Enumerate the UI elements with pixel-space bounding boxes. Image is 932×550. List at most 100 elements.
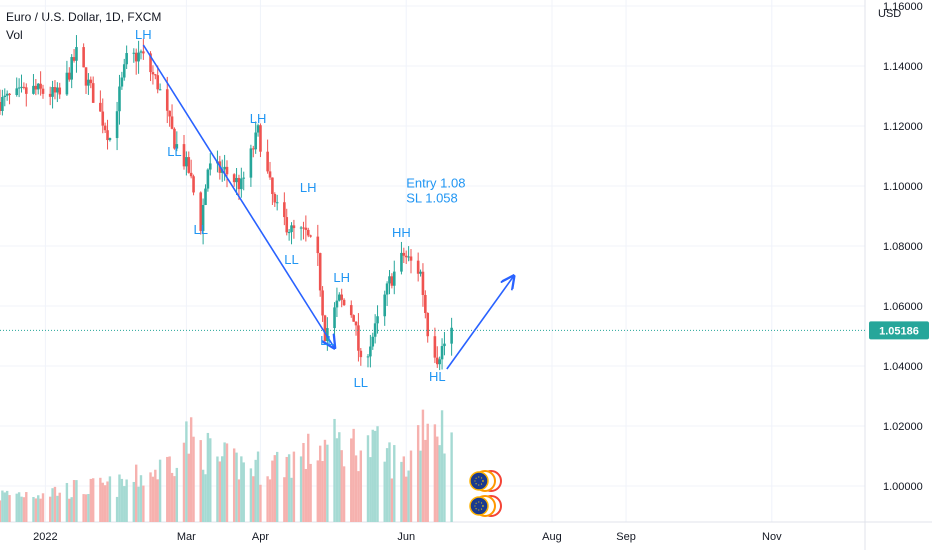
volume-bar bbox=[39, 498, 42, 522]
structure-label: HH bbox=[392, 225, 411, 240]
candle bbox=[309, 235, 312, 237]
volume-bar bbox=[82, 494, 85, 522]
volume-bar bbox=[22, 497, 26, 522]
volume-bar bbox=[390, 478, 394, 522]
candle bbox=[189, 172, 193, 177]
volume-bar bbox=[58, 492, 61, 522]
volume-bar bbox=[304, 468, 308, 522]
volume-bar bbox=[402, 456, 406, 522]
volume-bar bbox=[5, 490, 9, 522]
volume-bar bbox=[87, 494, 90, 522]
volume-bar bbox=[120, 478, 124, 522]
candle bbox=[56, 87, 59, 93]
volume-bar bbox=[393, 445, 396, 522]
volume-bar bbox=[101, 482, 104, 522]
candle bbox=[424, 294, 427, 313]
volume-bar bbox=[154, 469, 157, 522]
candle bbox=[354, 321, 358, 326]
volume-bar bbox=[283, 477, 286, 522]
volume-bar bbox=[433, 424, 437, 522]
x-tick-label: Aug bbox=[542, 531, 562, 543]
candle bbox=[404, 255, 408, 258]
candle bbox=[106, 130, 109, 141]
structure-label: LH bbox=[333, 270, 350, 285]
candle bbox=[335, 300, 339, 308]
volume-bar bbox=[137, 486, 140, 522]
volume-bar bbox=[199, 440, 202, 522]
volume-bar bbox=[292, 451, 296, 522]
x-tick-label: Nov bbox=[762, 531, 782, 543]
volume-bar bbox=[249, 468, 253, 522]
candle bbox=[158, 89, 162, 91]
volume-bar bbox=[373, 430, 377, 522]
volume-bar bbox=[400, 461, 403, 522]
volume-bar bbox=[206, 432, 210, 522]
volume-bar bbox=[192, 436, 195, 522]
candle bbox=[407, 256, 410, 258]
volume-bar bbox=[354, 455, 358, 522]
volume-bar bbox=[366, 435, 370, 522]
candle bbox=[125, 53, 128, 65]
structure-label: LL bbox=[284, 252, 298, 267]
volume-bar bbox=[103, 485, 107, 522]
candle bbox=[275, 202, 279, 204]
volume-bar bbox=[371, 429, 374, 522]
candle bbox=[5, 93, 9, 96]
candle bbox=[115, 111, 119, 139]
volume-bar bbox=[424, 439, 427, 522]
volume-bar bbox=[256, 451, 260, 522]
candle bbox=[400, 252, 403, 272]
volume-bar bbox=[318, 445, 322, 522]
eu-stars-icon bbox=[474, 476, 484, 486]
candle bbox=[3, 95, 7, 98]
candle bbox=[273, 194, 277, 203]
structure-label: LL bbox=[193, 222, 207, 237]
volume-bar bbox=[185, 421, 188, 522]
candle bbox=[419, 271, 422, 274]
candle bbox=[440, 346, 444, 360]
volume-bar bbox=[17, 492, 21, 522]
candle bbox=[435, 357, 439, 365]
volume-bar bbox=[302, 442, 305, 522]
y-tick-label: 1.10000 bbox=[883, 181, 923, 193]
volume-bar bbox=[15, 493, 18, 522]
volume-bar bbox=[323, 439, 327, 522]
volume-bar bbox=[168, 456, 171, 522]
candle bbox=[134, 52, 138, 62]
volume-bar bbox=[1, 490, 4, 522]
volume-bar bbox=[252, 476, 255, 522]
volume-bar bbox=[316, 460, 320, 522]
candle bbox=[235, 177, 238, 183]
candle bbox=[251, 148, 255, 150]
candle bbox=[304, 227, 308, 230]
structure-label: LH bbox=[250, 111, 267, 126]
candle bbox=[225, 166, 229, 175]
candle bbox=[409, 256, 413, 261]
symbol-title: Euro / U.S. Dollar, 1D, FXCM bbox=[6, 10, 162, 24]
volume-bar bbox=[266, 476, 269, 522]
candle bbox=[421, 271, 425, 295]
x-tick-label: Apr bbox=[252, 531, 269, 543]
volume-bar bbox=[84, 494, 88, 522]
candle bbox=[22, 86, 26, 88]
candle bbox=[299, 227, 303, 229]
volume-bar bbox=[68, 498, 71, 522]
volume-bar bbox=[357, 471, 360, 522]
candle bbox=[201, 204, 205, 231]
candle bbox=[170, 116, 174, 129]
candle bbox=[340, 294, 343, 300]
candle bbox=[266, 151, 269, 172]
candle bbox=[82, 47, 85, 68]
volume-bar bbox=[376, 426, 379, 522]
volume-bar bbox=[25, 492, 28, 522]
candle bbox=[137, 52, 140, 62]
candle bbox=[323, 315, 327, 342]
x-tick-label: Jun bbox=[397, 531, 415, 543]
volume-bar bbox=[187, 453, 190, 522]
candle bbox=[91, 83, 95, 103]
volume-bar bbox=[405, 476, 408, 522]
candle bbox=[48, 93, 52, 97]
candle bbox=[342, 299, 346, 306]
candle bbox=[103, 125, 107, 131]
